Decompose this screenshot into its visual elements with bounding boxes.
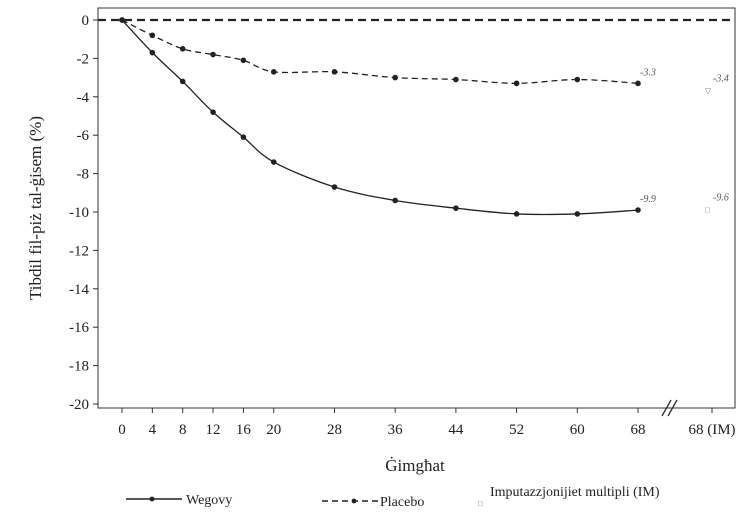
x-tick-label: 60 bbox=[570, 422, 585, 438]
label-layer: -9.9 □-9.6 -3.3 ▽-3.4 bbox=[640, 67, 729, 214]
mi-label-wegovy: -9.6 bbox=[713, 192, 729, 203]
y-axis: 0 -2 -4 -6 -8 -10 -12 -14 -16 -18 -20 bbox=[69, 13, 98, 413]
legend-wegovy-label: Wegovy bbox=[186, 493, 232, 508]
x-axis-title: Ġimgħat bbox=[385, 456, 445, 475]
y-tick-label: -2 bbox=[77, 51, 90, 67]
data-point-wegovy bbox=[179, 78, 186, 85]
y-tick-label: -16 bbox=[69, 320, 89, 336]
data-point-placebo bbox=[119, 17, 125, 23]
data-point-placebo bbox=[240, 57, 247, 64]
data-point-wegovy bbox=[513, 211, 520, 217]
data-point-wegovy bbox=[149, 49, 156, 56]
x-tick-label: 36 bbox=[388, 422, 404, 438]
x-tick-label: 12 bbox=[206, 422, 221, 438]
y-axis-title: Tibdil fil-piż tal-ġisem (%) bbox=[26, 116, 45, 300]
mi-label-placebo: -3.4 bbox=[713, 73, 729, 84]
y-tick-label: -18 bbox=[69, 359, 89, 375]
legend-placebo-label: Placebo bbox=[380, 495, 424, 510]
series-line-placebo bbox=[121, 19, 639, 85]
legend: Wegovy Placebo □ Imputazzjonijiet multip… bbox=[126, 485, 660, 510]
data-point-wegovy bbox=[210, 109, 216, 115]
legend-mi-marker: □ bbox=[478, 499, 483, 508]
data-point-placebo bbox=[392, 74, 398, 81]
x-tick-label: 8 bbox=[179, 422, 187, 438]
data-point-wegovy bbox=[240, 134, 247, 140]
series-line-wegovy bbox=[121, 19, 639, 216]
legend-placebo-marker bbox=[351, 498, 357, 504]
x-tick-label: 68 (IM) bbox=[688, 422, 735, 438]
y-tick-label: 0 bbox=[82, 13, 90, 29]
data-point-wegovy bbox=[392, 197, 398, 204]
legend-wegovy-marker bbox=[149, 496, 155, 502]
y-tick-label: -4 bbox=[77, 90, 90, 106]
data-point-placebo bbox=[574, 76, 581, 83]
series-layer bbox=[119, 17, 641, 217]
end-label-wegovy: -9.9 bbox=[640, 194, 656, 205]
data-point-wegovy bbox=[270, 159, 277, 165]
y-tick-label: -8 bbox=[77, 167, 90, 183]
data-point-placebo bbox=[331, 69, 338, 75]
x-tick-label: 52 bbox=[509, 422, 524, 438]
x-tick-label: 20 bbox=[266, 422, 281, 438]
data-point-wegovy bbox=[331, 184, 338, 190]
plot-frame bbox=[97, 7, 736, 409]
y-tick-label: -10 bbox=[69, 205, 89, 221]
y-tick-label: -6 bbox=[77, 128, 90, 144]
data-point-placebo bbox=[270, 69, 277, 75]
data-point-wegovy bbox=[635, 207, 641, 213]
data-point-placebo bbox=[149, 32, 156, 39]
x-tick-label: 0 bbox=[118, 422, 126, 438]
mi-marker-wegovy: □ bbox=[705, 205, 710, 214]
data-point-placebo bbox=[179, 46, 186, 52]
mi-marker-placebo: ▽ bbox=[705, 86, 712, 95]
x-tick-label: 44 bbox=[448, 422, 464, 438]
x-axis: 0 4 8 12 16 20 28 36 44 52 60 68 68 (IM) bbox=[118, 408, 736, 438]
y-tick-label: -20 bbox=[69, 397, 89, 413]
y-tick-label: -14 bbox=[69, 282, 89, 298]
x-tick-label: 4 bbox=[149, 422, 157, 438]
data-point-placebo bbox=[635, 80, 641, 87]
x-tick-label: 16 bbox=[236, 422, 252, 438]
data-point-placebo bbox=[513, 80, 520, 87]
x-tick-label: 68 bbox=[631, 422, 646, 438]
legend-mi-label: Imputazzjonijiet multipli (IM) bbox=[490, 485, 660, 500]
data-point-placebo bbox=[453, 76, 459, 83]
y-tick-label: -12 bbox=[69, 243, 89, 259]
data-point-wegovy bbox=[453, 205, 459, 211]
data-point-wegovy bbox=[574, 211, 581, 217]
x-tick-label: 28 bbox=[327, 422, 342, 438]
data-point-placebo bbox=[210, 51, 216, 58]
end-label-placebo: -3.3 bbox=[640, 67, 656, 78]
axis-break-icon bbox=[661, 399, 678, 417]
